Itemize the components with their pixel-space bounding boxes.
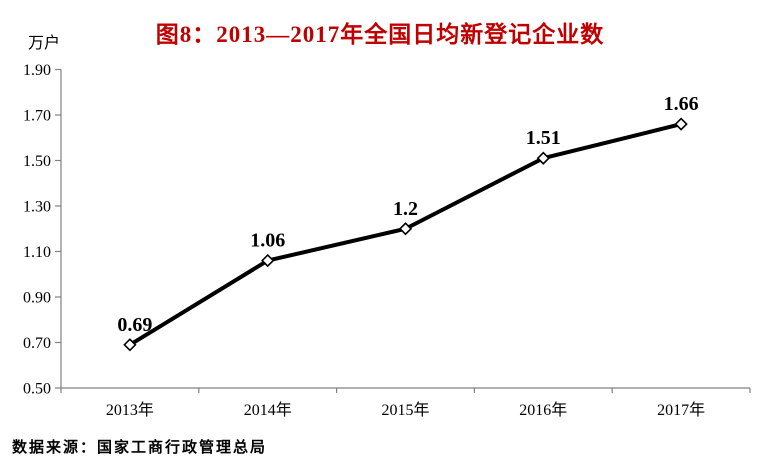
x-tick-label: 2013年 bbox=[106, 401, 154, 419]
data-point-marker bbox=[536, 151, 550, 165]
data-point-marker bbox=[261, 253, 275, 268]
y-tick-label: 0.70 bbox=[23, 335, 51, 352]
x-tick-label: 2016年 bbox=[519, 401, 567, 419]
data-point-label: 0.69 bbox=[117, 314, 152, 336]
data-point-label: 1.06 bbox=[250, 230, 285, 252]
data-point-marker bbox=[674, 117, 688, 131]
y-tick-label: 1.90 bbox=[23, 62, 51, 79]
data-point-marker bbox=[398, 222, 413, 236]
data-point-marker bbox=[123, 338, 137, 352]
data-point-label: 1.2 bbox=[393, 198, 418, 220]
y-tick-label: 1.50 bbox=[23, 153, 51, 170]
data-point-label: 1.66 bbox=[664, 93, 699, 115]
x-tick-label: 2014年 bbox=[244, 401, 292, 419]
y-tick-label: 1.70 bbox=[23, 108, 51, 125]
y-axis-unit-label: 万户 bbox=[28, 35, 61, 52]
x-tick-label: 2017年 bbox=[657, 401, 705, 419]
y-tick-label: 1.30 bbox=[23, 199, 51, 216]
data-point-label: 1.51 bbox=[526, 127, 561, 149]
chart-title: 图8：2013—2017年全国日均新登记企业数 bbox=[155, 22, 605, 47]
y-tick-label: 1.10 bbox=[23, 244, 51, 261]
y-tick-label: 0.90 bbox=[23, 290, 51, 307]
x-tick-label: 2015年 bbox=[381, 401, 429, 419]
y-tick-label: 0.50 bbox=[23, 381, 51, 398]
source-note: 数据来源：国家工商行政管理总局 bbox=[12, 439, 268, 456]
